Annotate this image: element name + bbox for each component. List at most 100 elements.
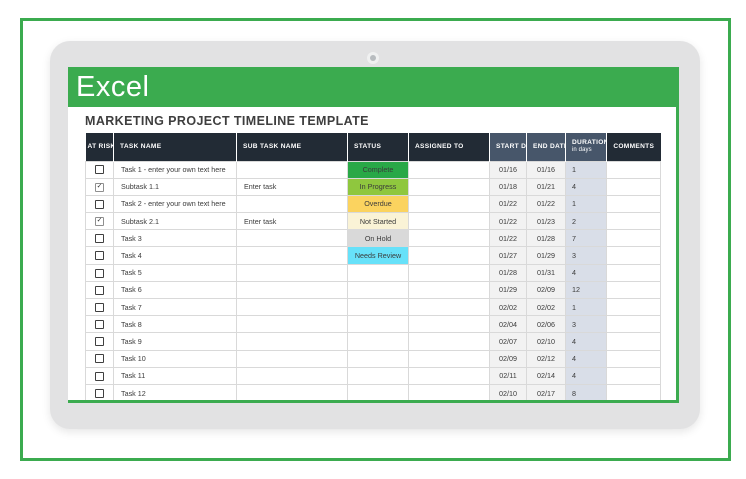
assigned-to-cell[interactable] [408, 194, 490, 214]
start-date-cell[interactable]: 01/22 [489, 194, 527, 214]
at-risk-checkbox[interactable] [95, 320, 104, 330]
start-date-cell[interactable]: 02/02 [489, 297, 527, 317]
status-cell[interactable] [347, 366, 409, 385]
start-date-cell[interactable]: 01/28 [489, 263, 527, 282]
start-date-cell[interactable]: 01/18 [489, 177, 527, 196]
at-risk-checkbox[interactable] [95, 285, 104, 295]
end-date-cell[interactable]: 02/06 [526, 315, 566, 334]
status-cell[interactable] [347, 383, 409, 400]
task-name-cell[interactable]: Task 12 [113, 383, 237, 400]
task-name-cell[interactable]: Task 2 - enter your own text here [113, 194, 237, 214]
end-date-cell[interactable]: 02/14 [526, 366, 566, 385]
end-date-cell[interactable]: 02/17 [526, 383, 566, 400]
sub-task-name-cell[interactable] [236, 160, 348, 179]
at-risk-cell[interactable] [85, 349, 114, 368]
at-risk-checkbox[interactable] [95, 371, 104, 381]
start-date-cell[interactable]: 02/11 [489, 366, 527, 385]
status-cell[interactable] [347, 263, 409, 282]
status-cell[interactable]: Overdue [347, 194, 409, 214]
at-risk-cell[interactable] [85, 297, 114, 317]
start-date-cell[interactable]: 01/27 [489, 246, 527, 265]
at-risk-cell[interactable] [85, 280, 114, 300]
end-date-cell[interactable]: 01/16 [526, 160, 566, 179]
status-cell[interactable]: Needs Review [347, 246, 409, 265]
end-date-cell[interactable]: 02/12 [526, 349, 566, 368]
end-date-cell[interactable]: 01/31 [526, 263, 566, 282]
task-name-cell[interactable]: Task 10 [113, 349, 237, 368]
status-cell[interactable]: Not Started [347, 212, 409, 231]
at-risk-cell[interactable] [85, 315, 114, 334]
sub-task-name-cell[interactable] [236, 349, 348, 368]
end-date-cell[interactable]: 02/09 [526, 280, 566, 300]
comments-cell[interactable] [606, 297, 661, 317]
duration-cell[interactable]: 4 [565, 366, 607, 385]
comments-cell[interactable] [606, 212, 661, 231]
task-name-cell[interactable]: Subtask 2.1 [113, 212, 237, 231]
at-risk-checkbox[interactable] [95, 302, 104, 312]
at-risk-checkbox[interactable] [95, 165, 104, 175]
sub-task-name-cell[interactable] [236, 194, 348, 214]
assigned-to-cell[interactable] [408, 263, 490, 282]
comments-cell[interactable] [606, 263, 661, 282]
comments-cell[interactable] [606, 280, 661, 300]
duration-cell[interactable]: 1 [565, 297, 607, 317]
sub-task-name-cell[interactable] [236, 332, 348, 351]
at-risk-checkbox[interactable] [95, 354, 104, 364]
sub-task-name-cell[interactable] [236, 366, 348, 385]
sub-task-name-cell[interactable] [236, 297, 348, 317]
start-date-cell[interactable]: 01/22 [489, 212, 527, 231]
duration-cell[interactable]: 4 [565, 263, 607, 282]
status-cell[interactable] [347, 349, 409, 368]
status-cell[interactable] [347, 280, 409, 300]
at-risk-cell[interactable] [85, 383, 114, 400]
at-risk-checkbox[interactable] [95, 251, 104, 261]
assigned-to-cell[interactable] [408, 315, 490, 334]
start-date-cell[interactable]: 01/22 [489, 229, 527, 248]
assigned-to-cell[interactable] [408, 229, 490, 248]
start-date-cell[interactable]: 02/10 [489, 383, 527, 400]
at-risk-checkbox[interactable] [95, 199, 104, 209]
comments-cell[interactable] [606, 194, 661, 214]
duration-cell[interactable]: 4 [565, 177, 607, 196]
at-risk-checkbox[interactable] [95, 182, 104, 192]
assigned-to-cell[interactable] [408, 246, 490, 265]
at-risk-checkbox[interactable] [95, 268, 104, 278]
start-date-cell[interactable]: 01/29 [489, 280, 527, 300]
start-date-cell[interactable]: 02/04 [489, 315, 527, 334]
task-name-cell[interactable]: Task 6 [113, 280, 237, 300]
comments-cell[interactable] [606, 160, 661, 179]
task-name-cell[interactable]: Task 3 [113, 229, 237, 248]
start-date-cell[interactable]: 02/07 [489, 332, 527, 351]
comments-cell[interactable] [606, 229, 661, 248]
comments-cell[interactable] [606, 177, 661, 196]
assigned-to-cell[interactable] [408, 160, 490, 179]
comments-cell[interactable] [606, 315, 661, 334]
comments-cell[interactable] [606, 366, 661, 385]
task-name-cell[interactable]: Task 1 - enter your own text here [113, 160, 237, 179]
assigned-to-cell[interactable] [408, 332, 490, 351]
comments-cell[interactable] [606, 246, 661, 265]
assigned-to-cell[interactable] [408, 177, 490, 196]
duration-cell[interactable]: 3 [565, 315, 607, 334]
assigned-to-cell[interactable] [408, 349, 490, 368]
at-risk-cell[interactable] [85, 177, 114, 196]
task-name-cell[interactable]: Subtask 1.1 [113, 177, 237, 196]
sub-task-name-cell[interactable] [236, 383, 348, 400]
duration-cell[interactable]: 4 [565, 332, 607, 351]
duration-cell[interactable]: 2 [565, 212, 607, 231]
status-cell[interactable] [347, 315, 409, 334]
duration-cell[interactable]: 1 [565, 194, 607, 214]
end-date-cell[interactable]: 01/22 [526, 194, 566, 214]
status-cell[interactable] [347, 297, 409, 317]
at-risk-cell[interactable] [85, 263, 114, 282]
duration-cell[interactable]: 7 [565, 229, 607, 248]
sub-task-name-cell[interactable] [236, 280, 348, 300]
duration-cell[interactable]: 12 [565, 280, 607, 300]
at-risk-checkbox[interactable] [95, 388, 104, 398]
end-date-cell[interactable]: 01/23 [526, 212, 566, 231]
assigned-to-cell[interactable] [408, 297, 490, 317]
at-risk-cell[interactable] [85, 229, 114, 248]
comments-cell[interactable] [606, 383, 661, 400]
assigned-to-cell[interactable] [408, 280, 490, 300]
duration-cell[interactable]: 4 [565, 349, 607, 368]
